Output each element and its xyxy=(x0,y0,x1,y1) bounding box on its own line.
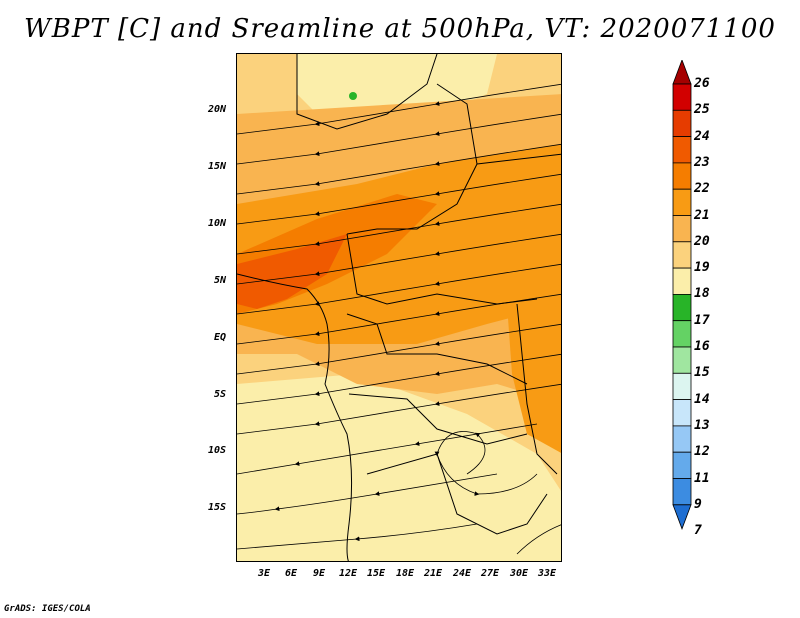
colorbar-label: 13 xyxy=(694,417,710,433)
lon-label-3e: 3E xyxy=(257,568,271,579)
lat-label-20n: 20N xyxy=(207,104,226,115)
colorbar-segment xyxy=(672,399,692,427)
colorbar-segment xyxy=(672,136,692,164)
colorbar-segment xyxy=(672,451,692,479)
colorbar-segment xyxy=(672,267,692,295)
colorbar-label: 21 xyxy=(694,207,710,223)
colorbar-segment xyxy=(672,346,692,374)
lat-label-15s: 15S xyxy=(207,502,226,513)
lon-label-27e: 27E xyxy=(480,568,500,579)
lon-label-12e: 12E xyxy=(338,568,358,579)
field-17-18-spot xyxy=(349,92,357,100)
colorbar-segment xyxy=(672,372,692,400)
lon-label-24e: 24E xyxy=(452,568,472,579)
lon-label-21e: 21E xyxy=(423,568,443,579)
colorbar-segment xyxy=(672,425,692,453)
colorbar-label: 25 xyxy=(694,102,710,118)
colorbar-label: 17 xyxy=(694,312,710,328)
lon-label-33e: 33E xyxy=(537,568,557,579)
colorbar-segment xyxy=(672,188,692,216)
colorbar-segment xyxy=(672,215,692,243)
lon-label-15e: 15E xyxy=(366,568,386,579)
streamlines xyxy=(237,83,561,555)
colorbar-label: 26 xyxy=(694,76,710,91)
colorbar xyxy=(672,60,692,530)
colorbar-segment xyxy=(672,109,692,137)
lat-label-10s: 10S xyxy=(207,445,226,456)
chart-title: WBPT [C] and Sreamline at 500hPa, VT: 20… xyxy=(24,14,776,44)
colorbar-label: 19 xyxy=(694,260,710,276)
colorbar-label: 12 xyxy=(694,444,710,460)
colorbar-segment xyxy=(672,83,692,111)
lat-label-15n: 15N xyxy=(207,161,226,172)
credit-text: GrADS: IGES/COLA xyxy=(4,604,91,614)
colorbar-label: 23 xyxy=(694,154,710,170)
lat-label-5s: 5S xyxy=(213,389,226,400)
colorbar-label: 16 xyxy=(694,339,710,354)
colorbar-label: 18 xyxy=(694,286,710,302)
colorbar-label: 9 xyxy=(694,496,702,512)
colorbar-label: 15 xyxy=(694,365,710,381)
colorbar-segment xyxy=(672,478,692,506)
colorbar-label: 22 xyxy=(694,181,710,197)
colorbar-label: 7 xyxy=(694,523,702,539)
lon-label-9e: 9E xyxy=(312,568,326,579)
colorbar-label: 11 xyxy=(694,470,710,486)
colorbar-bottom-arrow xyxy=(672,504,692,530)
wbpt-field-map xyxy=(237,54,561,561)
colorbar-label: 20 xyxy=(694,233,710,249)
colorbar-label: 24 xyxy=(694,128,710,144)
lat-label-10n: 10N xyxy=(207,218,226,229)
lon-label-18e: 18E xyxy=(395,568,415,579)
colorbar-segment xyxy=(672,241,692,269)
colorbar-segment xyxy=(672,320,692,348)
lat-label-5n: 5N xyxy=(213,275,226,286)
map-panel xyxy=(236,53,562,562)
colorbar-label: 14 xyxy=(694,391,710,407)
lon-label-6e: 6E xyxy=(284,568,298,579)
colorbar-top-arrow xyxy=(672,60,692,85)
lat-label-eq: EQ xyxy=(213,332,226,343)
colorbar-segment xyxy=(672,162,692,190)
colorbar-segment xyxy=(672,293,692,322)
lon-label-30e: 30E xyxy=(509,568,529,579)
